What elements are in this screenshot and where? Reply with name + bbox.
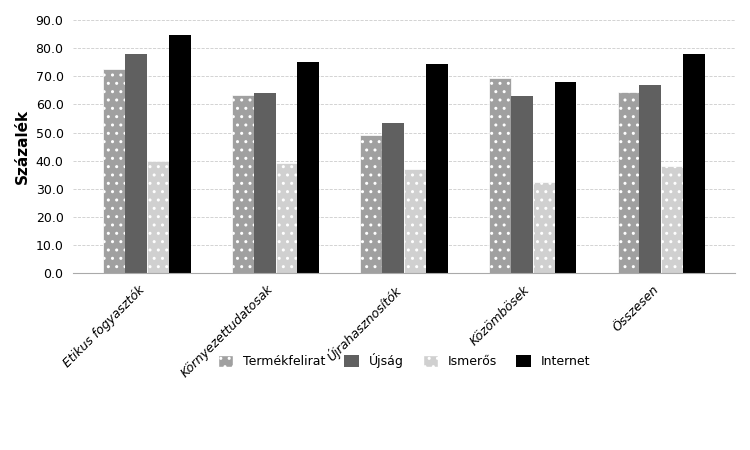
Bar: [489, 78, 511, 273]
Bar: [125, 54, 147, 273]
Bar: [361, 135, 382, 273]
Y-axis label: Százalék: Százalék: [15, 109, 30, 184]
Bar: [639, 85, 662, 273]
Bar: [169, 36, 190, 273]
Bar: [147, 161, 169, 273]
Bar: [683, 54, 705, 273]
Bar: [511, 96, 532, 273]
Bar: [532, 182, 554, 273]
Bar: [275, 163, 298, 273]
Bar: [382, 123, 404, 273]
Bar: [254, 93, 275, 273]
Bar: [426, 63, 448, 273]
Bar: [104, 69, 125, 273]
Bar: [232, 94, 254, 273]
Bar: [617, 92, 639, 273]
Bar: [662, 166, 683, 273]
Bar: [554, 82, 577, 273]
Bar: [298, 62, 320, 273]
Legend: Termékfelirat, Újság, Ismerős, Internet: Termékfelirat, Újság, Ismerős, Internet: [213, 348, 596, 374]
Bar: [404, 169, 426, 273]
